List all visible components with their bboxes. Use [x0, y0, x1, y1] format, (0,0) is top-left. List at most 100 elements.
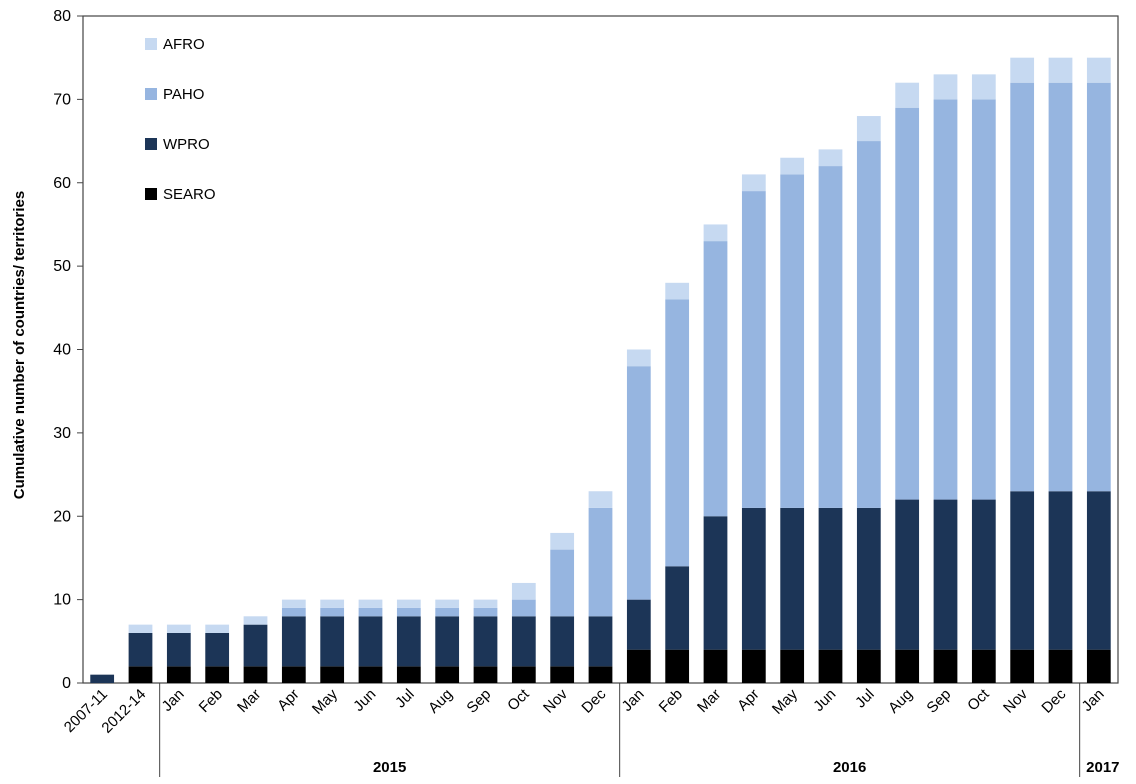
- bar-segment-wpro: [358, 616, 383, 667]
- bar-segment-searo: [511, 666, 536, 683]
- bar-segment-searo: [588, 666, 613, 683]
- bar-segment-afro: [128, 624, 153, 633]
- bar-segment-wpro: [320, 616, 345, 667]
- bar-segment-paho: [856, 141, 881, 508]
- x-category-label: Sep: [923, 686, 954, 717]
- bar-segment-afro: [550, 532, 575, 550]
- bar-segment-afro: [358, 599, 383, 608]
- bar-segment-searo: [243, 666, 268, 683]
- bar-segment-afro: [703, 224, 728, 242]
- bar-segment-afro: [205, 624, 230, 633]
- bar-segment-searo: [396, 666, 421, 683]
- bar-segment-afro: [511, 582, 536, 600]
- bar-segment-searo: [320, 666, 345, 683]
- bar-segment-paho: [588, 507, 613, 617]
- y-tick-label: 30: [53, 425, 71, 442]
- legend-label: AFRO: [163, 36, 205, 53]
- y-tick-label: 70: [53, 91, 71, 108]
- x-category-label: Nov: [540, 685, 571, 716]
- x-category-label: Mar: [234, 686, 264, 716]
- bar-segment-afro: [435, 599, 460, 608]
- bar-segment-wpro: [281, 616, 306, 667]
- bar-segment-searo: [933, 649, 958, 683]
- y-tick-label: 80: [53, 8, 71, 25]
- bar-segment-wpro: [818, 507, 843, 650]
- bar-segment-afro: [856, 116, 881, 142]
- bar-segment-wpro: [588, 616, 613, 667]
- bar-segment-afro: [473, 599, 498, 608]
- y-axis-title: Cumulative number of countries/ territor…: [11, 191, 28, 499]
- bar-segment-paho: [895, 107, 920, 500]
- x-category-label: Jun: [810, 686, 839, 715]
- bar-segment-paho: [511, 599, 536, 617]
- x-category-label: Jul: [392, 686, 418, 712]
- bar-segment-wpro: [128, 632, 153, 667]
- bar-segment-searo: [1086, 649, 1111, 683]
- x-category-label: Mar: [694, 686, 724, 716]
- bar-segment-paho: [933, 99, 958, 500]
- x-category-label: Apr: [734, 686, 763, 715]
- x-category-label: May: [309, 685, 341, 717]
- bar-segment-searo: [550, 666, 575, 683]
- legend-swatch: [145, 188, 157, 200]
- y-ticks: 0 10 20 30 40 50 60 70 80: [53, 8, 83, 692]
- year-label: 2015: [373, 759, 406, 776]
- x-category-label: May: [769, 685, 801, 717]
- x-category-label: Jan: [1079, 686, 1108, 715]
- bar-segment-wpro: [511, 616, 536, 667]
- bar-segment-wpro: [90, 674, 115, 683]
- bar-segment-searo: [856, 649, 881, 683]
- y-tick-label: 0: [62, 675, 71, 692]
- bar-segment-paho: [703, 241, 728, 517]
- bar-segment-wpro: [741, 507, 766, 650]
- legend-label: WPRO: [163, 136, 210, 153]
- x-category-label: Oct: [964, 685, 993, 714]
- bar-segment-afro: [1010, 57, 1035, 83]
- bar-segment-searo: [780, 649, 805, 683]
- bar-segment-wpro: [435, 616, 460, 667]
- bar-segment-wpro: [933, 499, 958, 650]
- legend-label: SEARO: [163, 186, 216, 203]
- bar-segment-paho: [396, 607, 421, 617]
- bar-segment-searo: [358, 666, 383, 683]
- y-tick-label: 20: [53, 508, 71, 525]
- x-category-label: Feb: [656, 686, 686, 716]
- bar-segment-searo: [703, 649, 728, 683]
- bar-segment-wpro: [856, 507, 881, 650]
- bar-segment-searo: [818, 649, 843, 683]
- bar-segment-wpro: [243, 624, 268, 667]
- x-category-label: Jul: [852, 686, 878, 712]
- y-tick-label: 40: [53, 342, 71, 359]
- legend-swatch: [145, 138, 157, 150]
- bar-segment-paho: [358, 607, 383, 617]
- bar-segment-searo: [166, 666, 191, 683]
- bar-segment-afro: [243, 616, 268, 625]
- bar-segment-wpro: [473, 616, 498, 667]
- x-category-label: Feb: [196, 686, 226, 716]
- bar-segment-afro: [780, 157, 805, 175]
- bar-segment-afro: [1048, 57, 1073, 83]
- bar-segment-wpro: [895, 499, 920, 650]
- bar-segment-afro: [1086, 57, 1111, 83]
- bar-segment-wpro: [396, 616, 421, 667]
- bar-segment-afro: [971, 74, 996, 100]
- x-category-label: Sep: [463, 686, 494, 717]
- x-category-label: Dec: [1038, 685, 1069, 716]
- bar-segment-afro: [320, 599, 345, 608]
- bar-segment-wpro: [703, 516, 728, 650]
- bar-segment-afro: [933, 74, 958, 100]
- x-category-label: Jan: [159, 686, 188, 715]
- x-category-label: Oct: [504, 685, 533, 714]
- bar-segment-wpro: [205, 632, 230, 667]
- bar-segment-wpro: [166, 632, 191, 667]
- bar-segment-paho: [435, 607, 460, 617]
- bar-segment-wpro: [626, 599, 651, 650]
- bar-segment-wpro: [1010, 491, 1035, 650]
- y-tick-label: 60: [53, 175, 71, 192]
- bar-segment-paho: [1010, 82, 1035, 492]
- legend-label: PAHO: [163, 86, 204, 103]
- bar-segment-searo: [665, 649, 690, 683]
